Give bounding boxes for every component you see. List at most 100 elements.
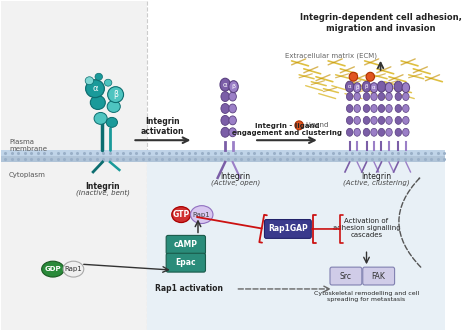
Ellipse shape xyxy=(229,116,237,125)
Text: β: β xyxy=(356,85,359,90)
Ellipse shape xyxy=(229,92,237,101)
Ellipse shape xyxy=(349,72,357,81)
Ellipse shape xyxy=(354,117,360,124)
Text: Integrin
activation: Integrin activation xyxy=(141,117,184,136)
Bar xyxy=(1,1,146,330)
Ellipse shape xyxy=(362,81,371,92)
Bar xyxy=(146,1,445,330)
Ellipse shape xyxy=(395,105,401,113)
Ellipse shape xyxy=(363,117,370,124)
Ellipse shape xyxy=(346,93,353,101)
Ellipse shape xyxy=(85,77,93,85)
Ellipse shape xyxy=(377,81,386,92)
Ellipse shape xyxy=(108,87,124,103)
Text: α: α xyxy=(223,82,228,88)
FancyBboxPatch shape xyxy=(264,219,311,238)
Ellipse shape xyxy=(402,117,409,124)
Ellipse shape xyxy=(395,128,401,136)
Ellipse shape xyxy=(395,93,401,101)
Ellipse shape xyxy=(86,80,104,98)
Ellipse shape xyxy=(295,121,303,130)
Text: α: α xyxy=(92,84,98,93)
Ellipse shape xyxy=(371,117,377,124)
Text: GTP: GTP xyxy=(173,210,190,219)
Text: Rap1: Rap1 xyxy=(193,212,210,217)
Ellipse shape xyxy=(378,117,385,124)
Ellipse shape xyxy=(363,105,370,113)
Text: Integrin - ligand
engagement and clustering: Integrin - ligand engagement and cluster… xyxy=(232,123,342,136)
Text: Rap1 activation: Rap1 activation xyxy=(155,284,223,294)
Ellipse shape xyxy=(346,128,353,136)
Text: Integrin: Integrin xyxy=(361,172,391,181)
Ellipse shape xyxy=(378,105,385,113)
Ellipse shape xyxy=(229,128,237,137)
Bar xyxy=(1,150,445,156)
Ellipse shape xyxy=(386,117,392,124)
Ellipse shape xyxy=(366,72,374,81)
Ellipse shape xyxy=(63,261,84,277)
Text: GDP: GDP xyxy=(45,266,61,272)
Ellipse shape xyxy=(42,261,64,277)
Text: Rap1: Rap1 xyxy=(64,266,82,272)
Ellipse shape xyxy=(191,206,213,223)
Ellipse shape xyxy=(346,105,353,113)
Text: cAMP: cAMP xyxy=(174,240,198,249)
Ellipse shape xyxy=(220,78,230,91)
Ellipse shape xyxy=(354,128,360,136)
Ellipse shape xyxy=(221,116,229,125)
Ellipse shape xyxy=(221,92,229,102)
Ellipse shape xyxy=(371,93,377,101)
Ellipse shape xyxy=(354,93,360,101)
Text: Activation of
adhesion signalling
cascades: Activation of adhesion signalling cascad… xyxy=(333,217,401,238)
Ellipse shape xyxy=(94,113,107,124)
Ellipse shape xyxy=(363,128,370,136)
Ellipse shape xyxy=(95,73,102,80)
Text: (Inactive, bent): (Inactive, bent) xyxy=(75,190,129,196)
Ellipse shape xyxy=(346,117,353,124)
Text: Integrin: Integrin xyxy=(85,182,120,191)
FancyBboxPatch shape xyxy=(330,267,362,285)
Text: Cytoskeletal remodelling and cell
spreading for metastasis: Cytoskeletal remodelling and cell spread… xyxy=(314,291,419,302)
Ellipse shape xyxy=(378,128,385,136)
FancyBboxPatch shape xyxy=(363,267,394,285)
Text: Integrin-dependent cell adhesion,
migration and invasion: Integrin-dependent cell adhesion, migrat… xyxy=(300,13,462,33)
Text: Extracellular matrix (ECM): Extracellular matrix (ECM) xyxy=(285,53,377,59)
Text: Integrin: Integrin xyxy=(220,172,250,181)
Bar xyxy=(1,156,445,162)
Ellipse shape xyxy=(385,83,393,93)
Ellipse shape xyxy=(221,127,229,137)
Ellipse shape xyxy=(172,207,191,222)
Bar xyxy=(146,162,445,330)
Text: Rap1GAP: Rap1GAP xyxy=(268,224,308,233)
Ellipse shape xyxy=(229,104,237,113)
Text: Src: Src xyxy=(340,271,352,281)
Ellipse shape xyxy=(402,105,409,113)
Text: β: β xyxy=(113,90,118,99)
Ellipse shape xyxy=(91,96,105,110)
FancyArrowPatch shape xyxy=(399,178,421,267)
Text: Plasma
membrane: Plasma membrane xyxy=(9,139,47,152)
Text: Cytoplasm: Cytoplasm xyxy=(9,172,46,178)
Ellipse shape xyxy=(386,105,392,113)
FancyBboxPatch shape xyxy=(166,235,206,254)
Ellipse shape xyxy=(104,79,112,86)
Ellipse shape xyxy=(402,83,410,93)
Text: Ligand: Ligand xyxy=(306,122,329,128)
Text: (Active, clustering): (Active, clustering) xyxy=(343,180,409,186)
Ellipse shape xyxy=(107,101,120,113)
Ellipse shape xyxy=(229,81,238,93)
Ellipse shape xyxy=(378,93,385,101)
Text: FAK: FAK xyxy=(372,271,386,281)
Ellipse shape xyxy=(221,104,229,114)
Ellipse shape xyxy=(394,81,402,92)
Ellipse shape xyxy=(371,128,377,136)
Ellipse shape xyxy=(371,105,377,113)
Text: β: β xyxy=(365,84,368,89)
Ellipse shape xyxy=(363,93,370,101)
Ellipse shape xyxy=(386,93,392,101)
Ellipse shape xyxy=(395,117,401,124)
Ellipse shape xyxy=(346,81,354,92)
Ellipse shape xyxy=(402,93,409,101)
Ellipse shape xyxy=(354,83,361,93)
Text: Epac: Epac xyxy=(175,258,196,267)
